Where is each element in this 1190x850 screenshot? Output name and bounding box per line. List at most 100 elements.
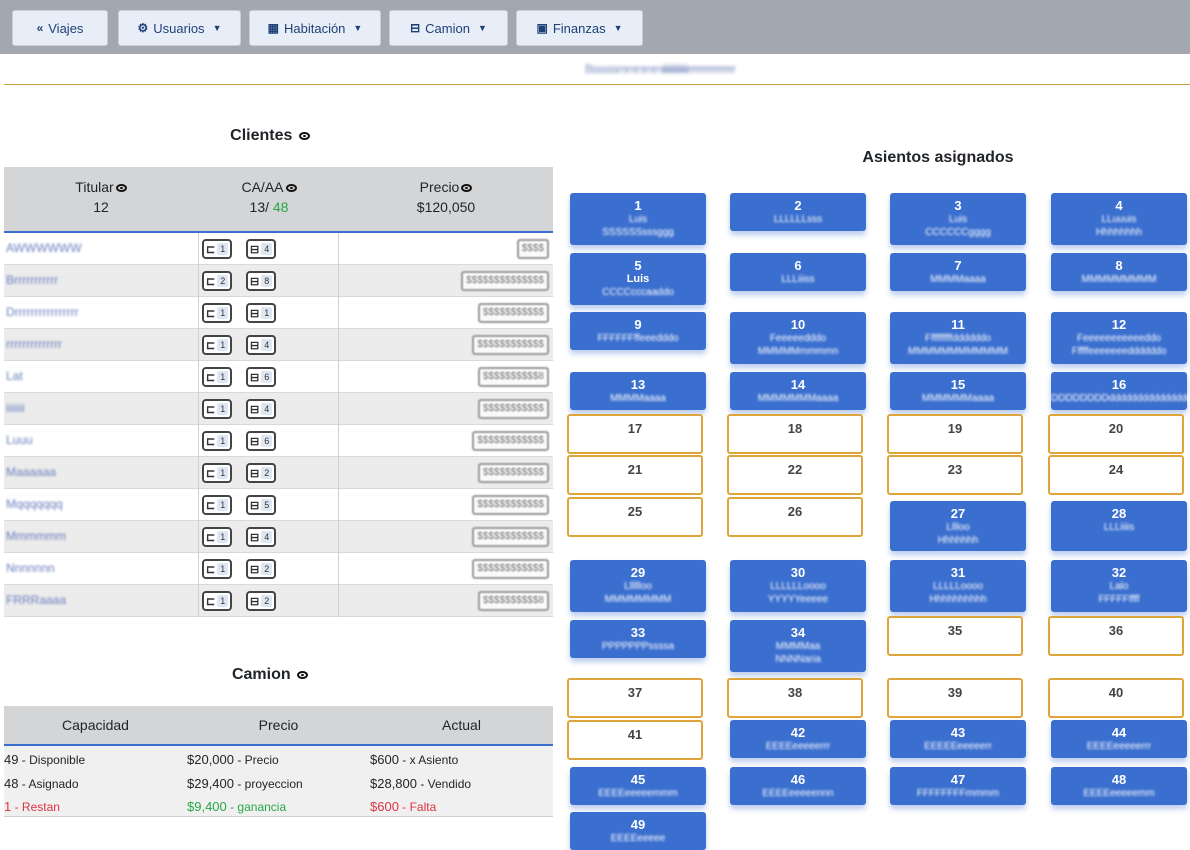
habitacion-badge[interactable]: ⊏ 1 [202,239,233,259]
seat-36[interactable]: 36 [1048,616,1184,656]
seat-23[interactable]: 23 [887,455,1023,495]
seat-3[interactable]: 3 Luis CCCCCCgggg [890,193,1026,245]
bus-seat-badge[interactable]: ⊟ 2 [246,591,277,611]
client-name[interactable]: Brrrrrrrrrrr [6,273,58,287]
seat-33[interactable]: 33 PPPPPPPssssa [570,620,706,658]
seat-17[interactable]: 17 [567,414,703,454]
bus-seat-badge[interactable]: ⊟ 4 [246,399,277,419]
bus-seat-badge[interactable]: ⊟ 6 [246,367,277,387]
finanzas-dropdown[interactable]: ▣ Finanzas ▼ [516,10,643,46]
client-price[interactable]: $$$$$$$$$$8 [477,367,549,387]
seat-26[interactable]: 26 [727,497,863,537]
seat-38[interactable]: 38 [727,678,863,718]
client-name[interactable]: FRRRaaaa [6,593,67,607]
eye-icon[interactable] [298,131,310,140]
client-row[interactable]: Nnnnnnn ⊏ 1 ⊟ 2 $$$$$$$$$$$$ [4,553,553,585]
seat-6[interactable]: 6 LLLiiiss [730,253,866,291]
habitacion-badge[interactable]: ⊏ 1 [202,431,233,451]
seat-16[interactable]: 16 DDDDDDDDddddddddddddddd [1051,372,1190,410]
seat-15[interactable]: 15 MMMMMMaaaa [890,372,1026,410]
seat-4[interactable]: 4 LLuuuis Hhhhhhhh [1051,193,1187,245]
seat-18[interactable]: 18 [727,414,863,454]
client-price[interactable]: $$$$$$$$$$$$$$ [461,271,549,291]
seat-13[interactable]: 13 MMMMaaaa [570,372,706,410]
client-row[interactable]: Mqqqqqqq ⊏ 1 ⊟ 5 $$$$$$$$$$$$ [4,489,553,521]
seat-21[interactable]: 21 [567,455,703,495]
seat-12[interactable]: 12 Feeeeeeeeeeeddo Fffffeeeeeeeddddddo [1051,312,1187,364]
seat-44[interactable]: 44 EEEEeeeeerrr [1051,720,1187,758]
seat-32[interactable]: 32 Lalo FFFFFffff [1051,560,1187,612]
eye-icon[interactable] [115,184,127,193]
eye-icon[interactable] [297,670,309,679]
client-row[interactable]: rrrrrrrrrrrrrr ⊏ 1 ⊟ 4 $$$$$$$$$$$$ [4,329,553,361]
client-name[interactable]: Lat [6,369,23,383]
bus-seat-badge[interactable]: ⊟ 2 [246,559,277,579]
client-row[interactable]: Mmmmmm ⊏ 1 ⊟ 4 $$$$$$$$$$$$ [4,521,553,553]
seat-10[interactable]: 10 Feeeeedddo MMMMMmmmmn [730,312,866,364]
seat-40[interactable]: 40 [1048,678,1184,718]
client-row[interactable]: iiiiiii ⊏ 1 ⊟ 4 $$$$$$$$$$$ [4,393,553,425]
seat-7[interactable]: 7 MMMMaaaa [890,253,1026,291]
habitacion-badge[interactable]: ⊏ 2 [202,271,233,291]
habitacion-badge[interactable]: ⊏ 1 [202,399,233,419]
habitacion-badge[interactable]: ⊏ 1 [202,463,233,483]
client-price[interactable]: $$$$ [516,239,549,259]
usuarios-dropdown[interactable]: ⚙ Usuarios ▼ [118,10,241,46]
seat-43[interactable]: 43 EEEEEeeeeerr [890,720,1026,758]
seat-25[interactable]: 25 [567,497,703,537]
bus-seat-badge[interactable]: ⊟ 6 [246,431,277,451]
habitacion-badge[interactable]: ⊏ 1 [202,495,233,515]
bus-seat-badge[interactable]: ⊟ 2 [246,463,277,483]
habitacion-dropdown[interactable]: ▦ Habitación ▼ [249,10,381,46]
seat-46[interactable]: 46 EEEEeeeeennn [730,767,866,805]
seat-42[interactable]: 42 EEEEeeeeerrr [730,720,866,758]
client-price[interactable]: $$$$$$$$$$$ [477,303,549,323]
bus-seat-badge[interactable]: ⊟ 4 [246,527,277,547]
client-name[interactable]: AWWWWWW [6,241,82,255]
seat-39[interactable]: 39 [887,678,1023,718]
habitacion-badge[interactable]: ⊏ 1 [202,335,233,355]
bus-seat-badge[interactable]: ⊟ 5 [246,495,277,515]
client-row[interactable]: Brrrrrrrrrrr ⊏ 2 ⊟ 8 $$$$$$$$$$$$$$ [4,265,553,297]
client-price[interactable]: $$$$$$$$$$$$ [472,527,549,547]
seat-9[interactable]: 9 FFFFFFffeeedddo [570,312,706,350]
seat-31[interactable]: 31 LLLLLoooo Hhhhhhhhhh [890,560,1026,612]
camion-dropdown[interactable]: ⊟ Camion ▼ [389,10,508,46]
bus-seat-badge[interactable]: ⊟ 4 [246,239,277,259]
client-row[interactable]: Drrrrrrrrrrrrrrrr ⊏ 1 ⊟ 1 $$$$$$$$$$$ [4,297,553,329]
seat-45[interactable]: 45 EEEEeeeeemmm [570,767,706,805]
bus-seat-badge[interactable]: ⊟ 8 [246,271,277,291]
habitacion-badge[interactable]: ⊏ 1 [202,303,233,323]
seat-27[interactable]: 27 Lllloo Hhhhhhh [890,501,1026,551]
client-row[interactable]: AWWWWWW ⊏ 1 ⊟ 4 $$$$ [4,233,553,265]
client-price[interactable]: $$$$$$$$$$$$ [472,559,549,579]
seat-29[interactable]: 29 Lllllloo MMMMMMMM [570,560,706,612]
client-price[interactable]: $$$$$$$$$$$ [477,463,549,483]
seat-22[interactable]: 22 [727,455,863,495]
seat-48[interactable]: 48 EEEEeeeeemm [1051,767,1187,805]
seat-2[interactable]: 2 LLLLLLsss [730,193,866,231]
seat-11[interactable]: 11 Fffffffffddddddo MMMMMMMMMMMM [890,312,1026,364]
seat-14[interactable]: 14 MMMMMMMaaaa [730,372,866,410]
client-name[interactable]: Nnnnnnn [6,561,55,575]
bus-seat-badge[interactable]: ⊟ 4 [246,335,277,355]
client-price[interactable]: $$$$$$$$$$$$ [472,335,549,355]
seat-49[interactable]: 49 EEEEeeeee [570,812,706,850]
client-name[interactable]: Luuu [6,433,33,447]
client-row[interactable]: Luuu ⊏ 1 ⊟ 6 $$$$$$$$$$$$ [4,425,553,457]
client-price[interactable]: $$$$$$$$$$8 [477,591,549,611]
seat-20[interactable]: 20 [1048,414,1184,454]
client-price[interactable]: $$$$$$$$$$$$ [472,431,549,451]
client-name[interactable]: Maaaaaa [6,465,57,479]
seat-34[interactable]: 34 MMMMaa NNNNaria [730,620,866,672]
bus-seat-badge[interactable]: ⊟ 1 [246,303,277,323]
seat-8[interactable]: 8 MMMMMMMMM [1051,253,1187,291]
viajes-button[interactable]: « Viajes [12,10,108,46]
client-row[interactable]: Lat ⊏ 1 ⊟ 6 $$$$$$$$$$8 [4,361,553,393]
client-name[interactable]: Drrrrrrrrrrrrrrrr [6,305,79,319]
seat-47[interactable]: 47 FFFFFFFFmmmm [890,767,1026,805]
client-row[interactable]: FRRRaaaa ⊏ 1 ⊟ 2 $$$$$$$$$$8 [4,585,553,617]
seat-28[interactable]: 28 LLLiiiis [1051,501,1187,551]
client-name[interactable]: Mmmmmm [6,529,66,543]
habitacion-badge[interactable]: ⊏ 1 [202,367,233,387]
